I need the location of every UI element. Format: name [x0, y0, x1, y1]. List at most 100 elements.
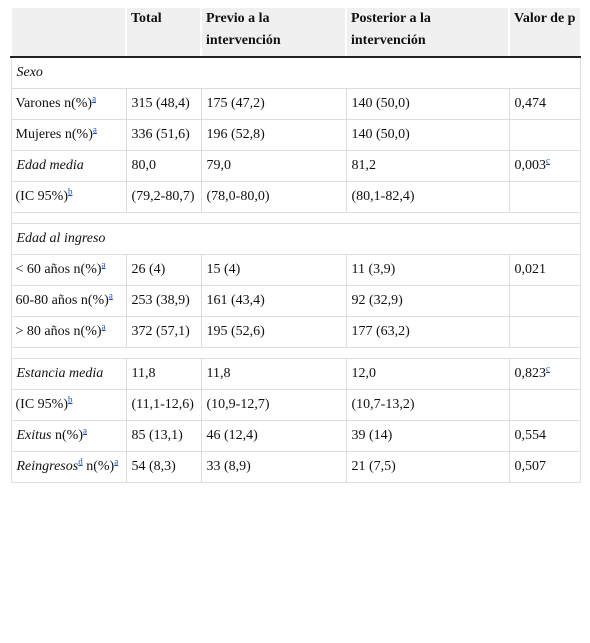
header-cell: Valor de p — [508, 8, 580, 58]
value-cell: 21 (7,5) — [345, 451, 510, 483]
footnote-mark: a — [83, 425, 87, 435]
row-label: (IC 95%)b — [10, 389, 127, 421]
value-cell — [508, 181, 581, 213]
footnote-link[interactable]: c — [546, 155, 550, 166]
label-text: n(%) — [82, 459, 115, 474]
section-title: Sexo — [10, 56, 581, 89]
row-label: > 80 años n(%)a — [10, 316, 127, 348]
value: 315 (48,4) — [131, 96, 190, 111]
footnote-link[interactable]: c — [546, 363, 550, 374]
value: 11,8 — [206, 366, 231, 381]
row-label: 60-80 años n(%)a — [10, 285, 127, 317]
value: 336 (51,6) — [131, 127, 190, 142]
data-row: Reingresosd n(%)a 54 (8,3) 33 (8,9) 21 (7,5… — [10, 451, 581, 483]
value: (10,7-13,2) — [351, 397, 415, 412]
value: 26 (4) — [131, 262, 166, 277]
value-cell: 177 (63,2) — [345, 316, 510, 348]
value: 177 (63,2) — [351, 324, 410, 339]
value-cell — [508, 316, 581, 348]
value-cell: 92 (32,9) — [345, 285, 510, 317]
value: (10,9-12,7) — [206, 397, 270, 412]
label-italic: Reingresos — [16, 459, 79, 474]
row-label: Edad media — [10, 150, 127, 182]
value: 92 (32,9) — [351, 293, 403, 308]
footnote-link[interactable]: a — [83, 425, 87, 436]
footnote-link[interactable]: a — [92, 124, 97, 135]
label-italic: Exitus — [16, 428, 52, 443]
value-cell: 11,8 — [125, 358, 202, 390]
value-cell: 11,8 — [200, 358, 347, 390]
label-text: (IC 95%) — [15, 189, 69, 204]
footnote-link[interactable]: b — [68, 186, 73, 197]
label-text: > 80 años n(%) — [15, 324, 102, 339]
table-body: Sexo Varones n(%)a 315 (48,4) 175 (47,2) 140… — [10, 56, 581, 483]
value: 11 (3,9) — [351, 262, 396, 277]
footnote-link[interactable]: a — [114, 456, 119, 467]
value-cell: 315 (48,4) — [125, 88, 202, 120]
row-label: Estancia media — [10, 358, 127, 390]
value: 46 (12,4) — [206, 428, 258, 443]
row-label: Mujeres n(%)a — [10, 119, 127, 151]
footnote-link[interactable]: a — [108, 290, 113, 301]
value: 85 (13,1) — [131, 428, 183, 443]
footnote-mark: a — [102, 321, 106, 331]
value: 140 (50,0) — [351, 96, 410, 111]
label-italic: Estancia media — [16, 366, 104, 381]
data-row: < 60 años n(%)a 26 (4) 15 (4) 11 (3,9) 0,021 — [10, 254, 581, 286]
data-row: Estancia media 11,8 11,8 12,0 0,823c — [10, 358, 581, 390]
footnote-mark: a — [102, 259, 106, 269]
value-cell: (78,0-80,0) — [200, 181, 347, 213]
footnote-link[interactable]: d — [78, 456, 83, 467]
data-row: > 80 años n(%)a 372 (57,1) 195 (52,6) 177 (… — [10, 316, 581, 348]
data-row: Mujeres n(%)a 336 (51,6) 196 (52,8) 140 (50… — [10, 119, 581, 151]
value-cell: (10,9-12,7) — [200, 389, 347, 421]
footnote-mark: d — [78, 456, 83, 466]
value-cell: (80,1-82,4) — [345, 181, 510, 213]
footnote-mark: b — [68, 186, 73, 196]
value-cell: 175 (47,2) — [200, 88, 347, 120]
value-cell: 0,507 — [508, 451, 581, 483]
value-cell: 195 (52,6) — [200, 316, 347, 348]
label-italic: Edad media — [16, 158, 84, 173]
value-cell: 33 (8,9) — [200, 451, 347, 483]
data-row: (IC 95%)b (79,2-80,7) (78,0-80,0) (80,1-82,… — [10, 181, 581, 213]
row-label: Reingresosd n(%)a — [10, 451, 127, 483]
footnote-link[interactable]: b — [68, 394, 73, 405]
footnote-link[interactable]: a — [101, 259, 106, 270]
value: (80,1-82,4) — [351, 189, 415, 204]
value: (78,0-80,0) — [206, 189, 270, 204]
data-table: Total Previo a la intervención Posterior… — [10, 8, 581, 483]
label-text: Varones n(%) — [15, 96, 93, 111]
value-cell: 0,003c — [508, 150, 581, 182]
footnote-mark: a — [109, 290, 113, 300]
header-cell: Total — [125, 8, 201, 58]
value: 11,8 — [131, 366, 156, 381]
data-row: Edad media 80,0 79,0 81,2 0,003c — [10, 150, 581, 182]
footnote-link[interactable]: a — [92, 93, 97, 104]
value: 195 (52,6) — [206, 324, 265, 339]
value-cell: 336 (51,6) — [125, 119, 202, 151]
value-cell: 85 (13,1) — [125, 420, 202, 452]
data-row: (IC 95%)b (11,1-12,6) (10,9-12,7) (10,7-13,… — [10, 389, 581, 421]
value: 0,823 — [514, 366, 547, 381]
value: (11,1-12,6) — [131, 397, 194, 412]
section-row: Edad al ingreso — [10, 223, 581, 255]
row-label: (IC 95%)b — [10, 181, 127, 213]
label-text: n(%) — [51, 428, 83, 443]
value-cell: 11 (3,9) — [345, 254, 510, 286]
data-row: 60-80 años n(%)a 253 (38,9) 161 (43,4) 92 (… — [10, 285, 581, 317]
header-cell: Previo a la intervención — [200, 8, 346, 58]
footnote-link[interactable]: a — [101, 321, 106, 332]
value: 253 (38,9) — [131, 293, 190, 308]
row-label: < 60 años n(%)a — [10, 254, 127, 286]
value-cell: 0,554 — [508, 420, 581, 452]
header-cell: Posterior a la intervención — [345, 8, 509, 58]
value-cell: 39 (14) — [345, 420, 510, 452]
value-cell: 12,0 — [345, 358, 510, 390]
spacer-row — [10, 347, 581, 359]
value: 21 (7,5) — [351, 459, 396, 474]
row-label: Varones n(%)a — [10, 88, 127, 120]
value: 175 (47,2) — [206, 96, 265, 111]
value-cell — [508, 389, 581, 421]
value: 80,0 — [131, 158, 157, 173]
